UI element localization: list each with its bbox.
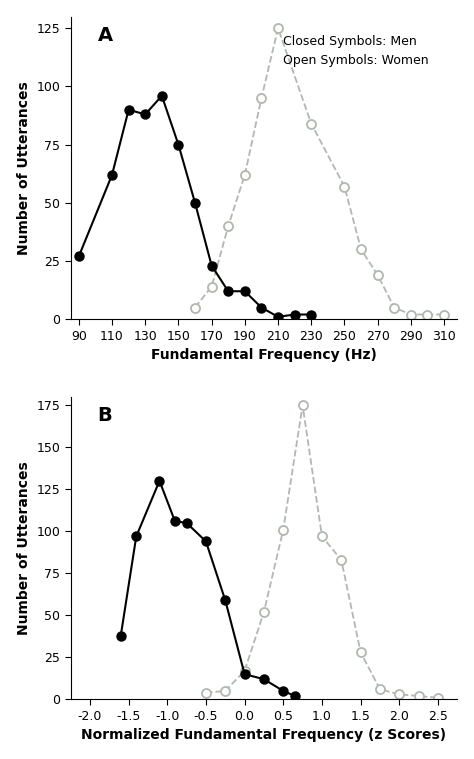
X-axis label: Normalized Fundamental Frequency (z Scores): Normalized Fundamental Frequency (z Scor…	[82, 729, 447, 742]
X-axis label: Fundamental Frequency (Hz): Fundamental Frequency (Hz)	[151, 348, 377, 362]
Text: Closed Symbols: Men
Open Symbols: Women: Closed Symbols: Men Open Symbols: Women	[283, 35, 429, 67]
Y-axis label: Number of Utterances: Number of Utterances	[17, 461, 31, 635]
Text: B: B	[98, 406, 112, 425]
Text: A: A	[98, 26, 113, 45]
Y-axis label: Number of Utterances: Number of Utterances	[17, 81, 31, 255]
